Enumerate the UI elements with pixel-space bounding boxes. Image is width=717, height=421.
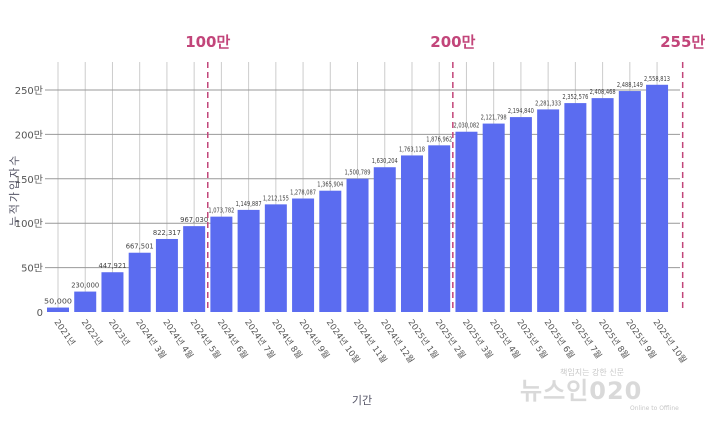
data-label: 230,000 — [71, 282, 99, 290]
y-tick-label: 50만 — [21, 263, 43, 275]
milestone-label: 255만 — [660, 33, 705, 51]
bar — [74, 291, 97, 312]
x-axis-label: 기간 — [352, 394, 372, 407]
bar — [101, 272, 124, 312]
data-label: 667,501 — [126, 243, 154, 251]
bar — [292, 198, 315, 312]
data-label: 2,281,333 — [535, 99, 561, 107]
bar — [646, 84, 669, 312]
bar — [264, 204, 287, 312]
y-axis-label: 누적가입자수 — [8, 154, 21, 227]
x-tick-label: 2022년 — [79, 317, 105, 347]
bar — [428, 145, 451, 312]
bar — [537, 109, 560, 312]
data-label: 1,500,789 — [345, 169, 371, 177]
watermark-name: 뉴스인020 — [520, 377, 643, 405]
data-label: 2,030,082 — [453, 122, 479, 130]
bar — [128, 252, 151, 312]
bar — [346, 178, 369, 312]
bar — [400, 155, 423, 312]
bar — [618, 91, 641, 312]
data-label: 1,365,904 — [317, 181, 343, 189]
data-label: 2,408,468 — [590, 88, 616, 96]
data-label: 1,149,887 — [236, 200, 262, 208]
newsin020-watermark-logo: 책임지는 강한 신문 뉴스인020 Online to Offline — [520, 369, 679, 414]
data-label: 447,921 — [98, 262, 126, 270]
bar — [564, 103, 587, 312]
x-tick-label: 2025년 10월 — [651, 317, 689, 365]
watermark-tagline: 책임지는 강한 신문 — [560, 368, 624, 377]
watermark-sub: Online to Offline — [630, 405, 679, 412]
bar — [237, 209, 260, 312]
data-label: 967,030 — [180, 216, 208, 224]
x-tick-label: 2023년 — [106, 317, 132, 347]
data-label: 822,317 — [153, 229, 181, 237]
bar — [183, 226, 206, 312]
bar — [210, 216, 233, 312]
y-tick-label: 250만 — [15, 85, 43, 97]
data-label: 1,212,155 — [263, 194, 289, 202]
bar — [155, 238, 178, 312]
milestone-label: 200만 — [430, 33, 475, 51]
data-label: 2,558,813 — [644, 75, 670, 83]
data-label: 50,000 — [44, 298, 72, 306]
y-tick-label: 100만 — [15, 218, 43, 230]
bar — [509, 117, 532, 312]
y-tick-label: 150만 — [15, 174, 43, 186]
milestone-label: 100만 — [185, 33, 230, 51]
bar — [591, 98, 614, 312]
data-label: 2,352,576 — [562, 93, 588, 101]
bar — [482, 123, 505, 312]
bar — [455, 131, 478, 312]
data-label: 2,194,840 — [508, 107, 534, 115]
y-tick-label: 200만 — [15, 129, 43, 141]
data-label: 1,763,118 — [399, 145, 425, 153]
x-tick-label: 2021년 — [52, 317, 78, 347]
data-label: 2,488,149 — [617, 81, 643, 89]
bar — [47, 307, 69, 312]
bar — [319, 190, 342, 312]
data-label: 2,121,798 — [481, 114, 507, 122]
data-label: 1,073,782 — [208, 207, 234, 215]
data-label: 1,876,962 — [426, 135, 452, 143]
bar — [373, 167, 396, 312]
data-label: 1,278,087 — [290, 189, 316, 197]
y-tick-label: 0 — [37, 308, 43, 319]
data-label: 1,630,204 — [372, 157, 398, 165]
